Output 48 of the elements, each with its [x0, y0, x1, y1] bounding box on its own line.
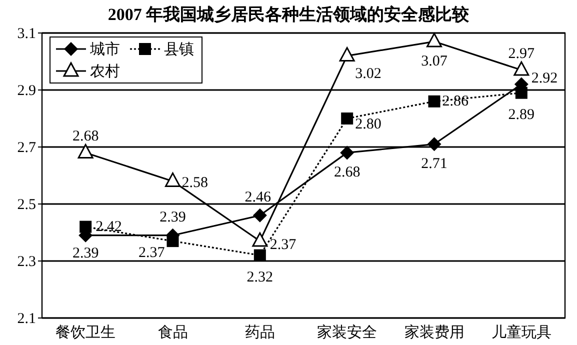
title: 2007 年我国城乡居民各种生活领域的安全感比较: [108, 5, 470, 24]
data-label: 2.58: [182, 175, 208, 192]
ytick: 2.7: [17, 140, 36, 156]
data-label: 2.92: [531, 70, 558, 86]
xtick: 家装安全: [317, 325, 378, 341]
ytick: 2.1: [17, 311, 36, 327]
xtick: 家装费用: [404, 325, 464, 341]
data-label: 3.07: [421, 54, 448, 70]
point: [428, 95, 440, 108]
ytick: 2.5: [17, 197, 36, 213]
point: [165, 172, 180, 187]
data-label: 2.32: [246, 269, 274, 286]
point: [514, 61, 530, 76]
point: [252, 208, 267, 222]
data-label: 2.97: [508, 46, 535, 62]
point: [427, 137, 442, 152]
xtick: 餐饮卫生: [56, 325, 116, 341]
data-label: 2.42: [96, 218, 122, 235]
xtick: 药品: [244, 325, 275, 341]
data-label: 2.46: [244, 189, 272, 206]
point: [166, 235, 179, 248]
data-label: 2.89: [508, 106, 535, 123]
xtick: 儿童玩具: [491, 325, 552, 341]
legend-label: 城市: [90, 42, 120, 58]
data-label: 2.68: [72, 128, 99, 145]
data-label: 2.37: [138, 245, 165, 262]
data-label: 2.39: [160, 209, 186, 226]
data-label: 2.37: [270, 237, 296, 254]
point: [515, 86, 528, 99]
point: [340, 146, 354, 160]
legend-label: 县镇: [164, 42, 194, 58]
point: [80, 220, 92, 233]
point: [254, 249, 266, 262]
data-label: 2.80: [355, 116, 382, 132]
point: [339, 47, 355, 62]
point: [426, 32, 442, 48]
xtick: 食品: [158, 325, 188, 341]
ytick: 2.9: [17, 83, 36, 99]
point: [252, 232, 268, 247]
data-label: 3.02: [355, 66, 382, 82]
ytick: 2.3: [17, 254, 36, 270]
ytick: 3.1: [17, 26, 36, 42]
legend-label: 农村: [90, 64, 120, 80]
point: [78, 144, 94, 158]
point: [341, 112, 354, 124]
data-label: 2.68: [334, 164, 360, 181]
data-label: 2.39: [72, 245, 99, 262]
data-label: 2.71: [421, 156, 448, 172]
